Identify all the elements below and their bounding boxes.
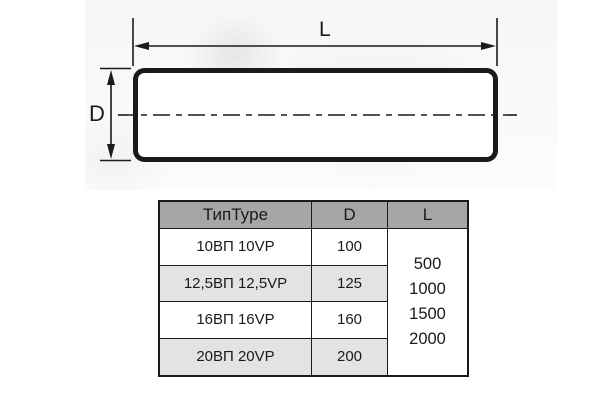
length-dimension-label: L [319,18,331,41]
spec-table: ТипType D L 500 1000 1500 2000 10ВП 10VP… [158,200,469,377]
type-cell: 20ВП 20VP [160,338,312,375]
arrowhead-up-icon [107,70,115,85]
d-cell: 200 [312,338,388,375]
l-values-cell: 500 1000 1500 2000 [388,229,467,375]
header-d: D [312,202,388,229]
diameter-dimension-label: D [89,101,105,126]
l-value: 2000 [409,330,446,348]
arrowhead-down-icon [107,144,115,159]
type-cell: 12,5ВП 12,5VP [160,265,312,302]
type-cell: 16ВП 16VP [160,302,312,339]
type-cell: 10ВП 10VP [160,229,312,266]
diameter-dimension [100,67,131,162]
arrowhead-left-icon [134,42,149,50]
arrowhead-right-icon [481,42,496,50]
l-value: 500 [413,255,442,273]
l-value: 1000 [409,280,446,298]
header-l: L [388,202,467,229]
header-type: ТипType [160,202,312,229]
length-dimension [132,18,498,66]
l-value: 1500 [409,305,446,323]
d-cell: 100 [312,229,388,266]
d-cell: 160 [312,302,388,339]
d-cell: 125 [312,265,388,302]
